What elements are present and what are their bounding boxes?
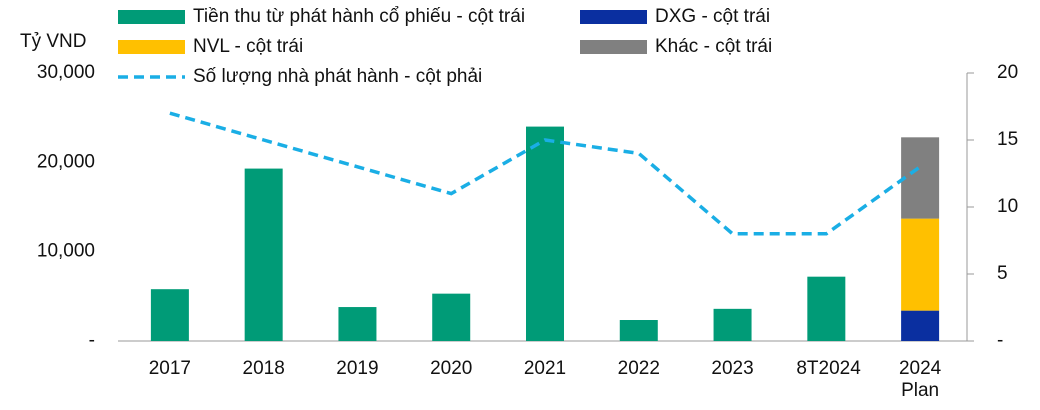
y-tick-label: 20,000 — [37, 151, 95, 172]
bar — [432, 293, 471, 341]
x-tick-label: 2022 — [617, 358, 660, 379]
legend-label: DXG - cột trái — [655, 6, 770, 27]
x-tick-label: 2023 — [711, 358, 754, 379]
legend-label: Số lượng nhà phát hành - cột phải — [193, 66, 482, 87]
bar — [901, 310, 940, 341]
legend-swatch — [118, 40, 185, 54]
y2-tick-label: 10 — [997, 196, 1018, 217]
line — [169, 111, 922, 236]
y2-tick-label: 15 — [997, 129, 1018, 150]
legend-swatch — [580, 40, 647, 54]
bar — [244, 168, 283, 341]
bar — [807, 276, 846, 341]
x-tick-label: 2018 — [242, 358, 285, 379]
bar — [901, 137, 940, 219]
x-tick-label: 2021 — [523, 358, 567, 379]
bar — [150, 289, 189, 341]
y-tick-label: 30,000 — [37, 62, 95, 83]
y-tick-label: - — [89, 330, 95, 351]
y-unit-label: Tỷ VND — [20, 31, 87, 52]
bar — [619, 320, 658, 341]
x-tick-label: 8T2024 — [796, 358, 861, 379]
y2-tick-label: 20 — [997, 62, 1018, 83]
bar — [338, 307, 377, 341]
legend-swatch — [580, 10, 647, 24]
bar — [526, 126, 564, 341]
bar — [901, 218, 940, 311]
legend-swatch — [118, 10, 185, 24]
legend-label: Tiền thu từ phát hành cổ phiếu - cột trá… — [193, 6, 525, 27]
legend-label: Khác - cột trái — [655, 36, 772, 57]
x-tick-label: 2020 — [430, 358, 473, 379]
y2-tick-label: 5 — [997, 263, 1008, 284]
x-tick-label: 2024 Plan — [898, 358, 942, 401]
x-tick-label: 2019 — [336, 358, 379, 379]
legend-label: NVL - cột trái — [193, 36, 303, 57]
y2-tick-label: - — [997, 330, 1003, 351]
bar — [713, 308, 752, 341]
x-tick-label: 2017 — [148, 358, 192, 379]
y-tick-label: 10,000 — [37, 241, 95, 262]
